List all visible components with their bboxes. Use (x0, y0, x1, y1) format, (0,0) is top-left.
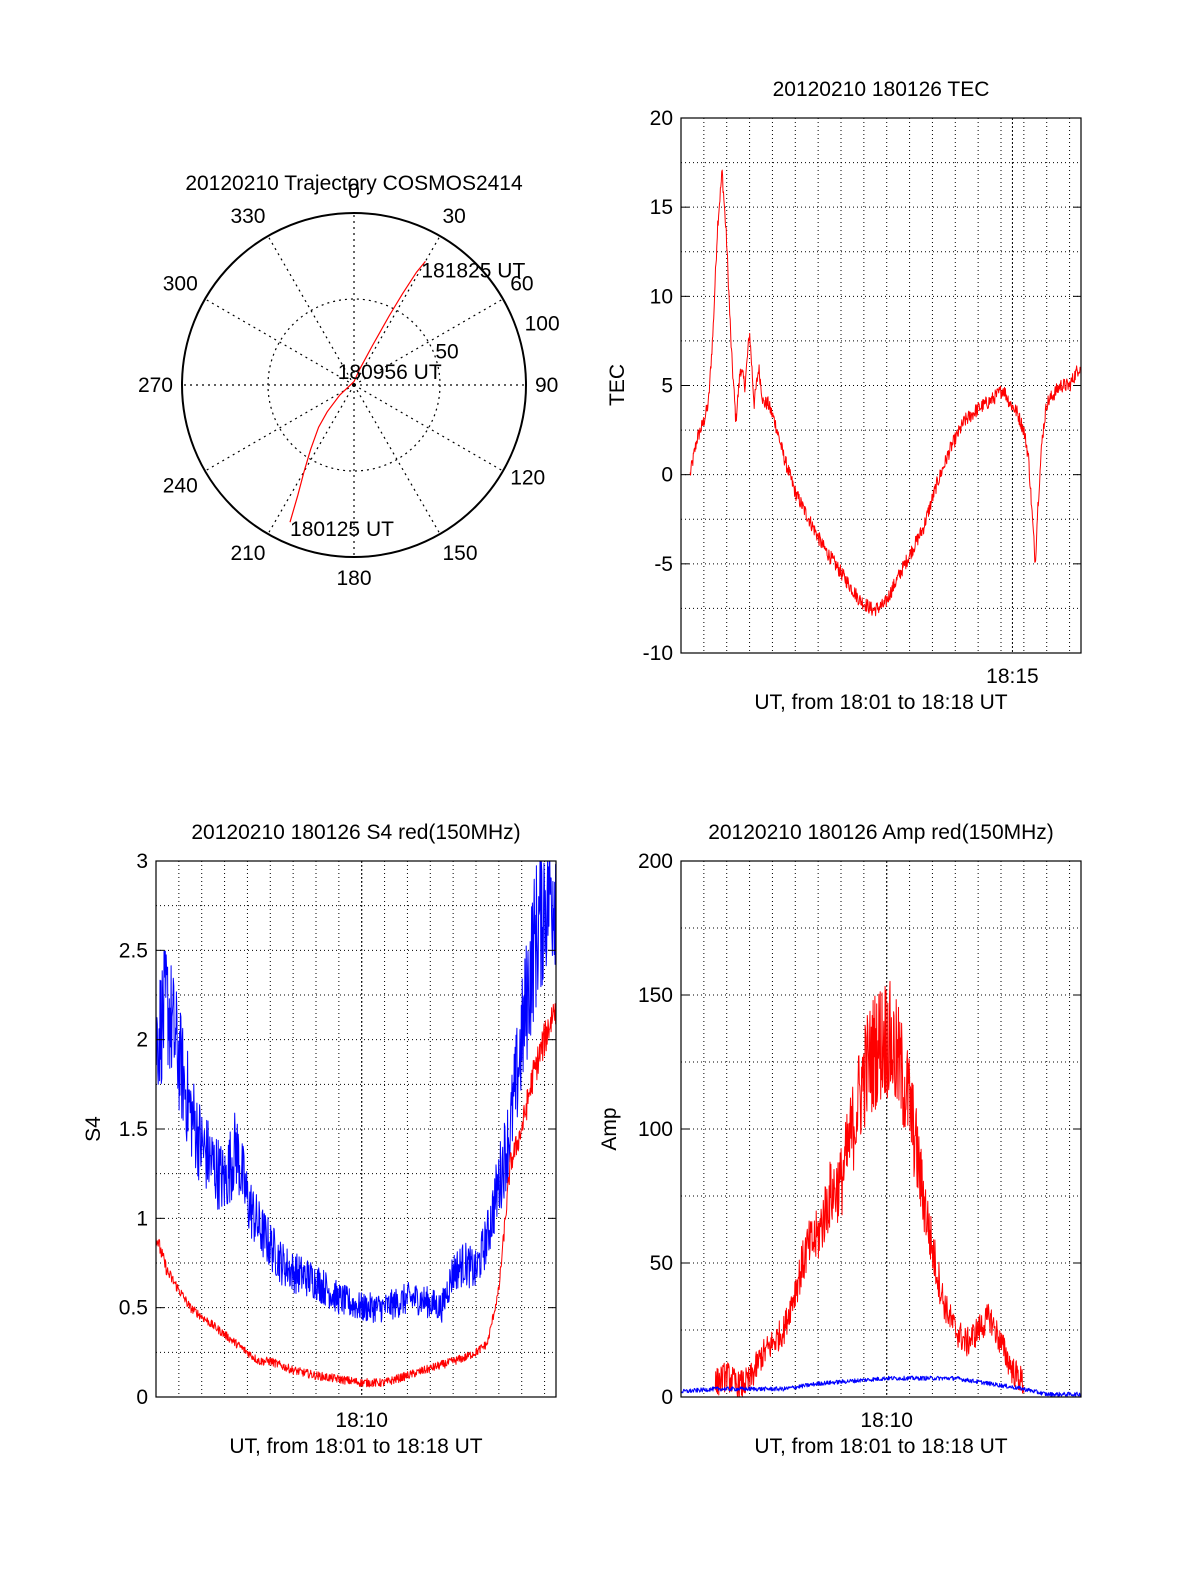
polar-annotation-2: 180125 UT (290, 518, 394, 541)
polar-spoke (353, 384, 441, 535)
s4-ytick-label: 0 (136, 1386, 148, 1409)
polar-spoke (353, 235, 441, 386)
polar-series (289, 261, 426, 523)
amp-grid (681, 861, 1081, 1397)
polar-spoke (204, 298, 355, 386)
amp-ytick-label: 100 (638, 1118, 673, 1141)
tec-grid (681, 118, 1081, 653)
amp-xlabel: UT, from 18:01 to 18:18 UT (754, 1435, 1007, 1458)
tec-series-0 (689, 169, 1082, 617)
polar-angle-label-330: 330 (230, 205, 265, 228)
polar-angle-label-30: 30 (443, 205, 466, 228)
polar-ring-50 (267, 298, 441, 472)
tec-series (689, 169, 1082, 617)
s4-ytick-label: 2 (136, 1029, 148, 1052)
polar-labels: 0 30 60 90 120 150 180 210 240 270 300 330 50 100 (138, 180, 560, 590)
polar-angle-label-180: 180 (336, 567, 371, 590)
tec-ytick-label: 20 (650, 107, 673, 130)
panel-tec: 20120210 180126 TEC 18:15 -10 -5 0 5 10 15 20 T… (606, 78, 1082, 714)
polar-angle-label-270: 270 (138, 374, 173, 397)
tec-ytick-label: -10 (643, 642, 673, 665)
amp-title: 20120210 180126 Amp red(150MHz) (708, 821, 1054, 844)
polar-trajectory-line-0 (289, 261, 426, 523)
polar-radial-label-100: 100 (525, 312, 560, 335)
polar-spoke (204, 384, 355, 472)
s4-ytick-label: 1 (136, 1207, 148, 1230)
s4-ytick-label: 3 (136, 850, 148, 873)
s4-xlabel: UT, from 18:01 to 18:18 UT (229, 1435, 482, 1458)
polar-angle-label-150: 150 (443, 542, 478, 565)
polar-angle-label-60: 60 (510, 273, 533, 296)
amp-ytick-label: 150 (638, 984, 673, 1007)
tec-ytick-label: 15 (650, 196, 673, 219)
s4-series-1 (155, 1003, 557, 1388)
s4-ylabel: S4 (82, 1116, 105, 1142)
panel-amp: 20120210 180126 Amp red(150MHz) 18:10 0 50… (598, 821, 1082, 1458)
polar-angle-label-120: 120 (510, 467, 545, 490)
s4-series-0 (155, 860, 557, 1323)
amp-ytick-label: 50 (650, 1252, 673, 1275)
amp-series-0 (714, 980, 1025, 1398)
amp-ylabel: Amp (598, 1107, 621, 1150)
s4-title: 20120210 180126 S4 red(150MHz) (191, 821, 520, 844)
s4-ticks: 18:10 0 0.5 1 1.5 2 2.5 3 (119, 850, 556, 1432)
tec-xlabel: UT, from 18:01 to 18:18 UT (754, 691, 1007, 714)
polar-spoke (267, 384, 355, 535)
amp-series (680, 980, 1082, 1398)
polar-grid (182, 213, 526, 557)
tec-xtick-label: 18:15 (986, 665, 1039, 688)
polar-annotation-1: 180956 UT (338, 361, 442, 384)
amp-ytick-label: 0 (661, 1386, 673, 1409)
polar-spoke (267, 235, 355, 386)
tec-ytick-label: 10 (650, 285, 673, 308)
tec-ytick-label: 0 (661, 464, 673, 487)
polar-radial-label-50: 50 (435, 341, 458, 364)
panel-polar-trajectory: 20120210 Trajectory COSMOS2414 0 30 60 90 12… (138, 172, 560, 590)
s4-xtick-label: 18:10 (335, 1409, 388, 1432)
s4-ytick-label: 0.5 (119, 1297, 148, 1320)
amp-ticks: 18:10 0 50 100 150 200 (638, 850, 1081, 1432)
amp-ytick-label: 200 (638, 850, 673, 873)
polar-title: 20120210 Trajectory COSMOS2414 (185, 172, 523, 195)
s4-ytick-label: 1.5 (119, 1118, 148, 1141)
tec-ticks: 18:15 -10 -5 0 5 10 15 20 (643, 107, 1081, 688)
s4-ytick-label: 2.5 (119, 939, 148, 962)
polar-outer-circle (181, 212, 527, 558)
polar-angle-label-0: 0 (348, 180, 360, 203)
polar-spoke (353, 298, 504, 386)
polar-spoke (353, 384, 504, 472)
s4-series (155, 860, 557, 1388)
tec-ytick-label: -5 (654, 553, 673, 576)
polar-angle-label-300: 300 (163, 273, 198, 296)
tec-ytick-label: 5 (661, 375, 673, 398)
polar-annotations: 181825 UT 180956 UT 180125 UT (290, 259, 525, 541)
polar-angle-label-90: 90 (535, 374, 558, 397)
tec-title: 20120210 180126 TEC (773, 78, 990, 101)
panel-s4: 20120210 180126 S4 red(150MHz) 18:10 0 0.5… (82, 821, 557, 1458)
polar-angle-label-210: 210 (230, 542, 265, 565)
amp-series-1 (680, 1375, 1082, 1397)
polar-annotation-0: 181825 UT (421, 259, 525, 282)
amp-xtick-label: 18:10 (860, 1409, 913, 1432)
tec-ylabel: TEC (606, 364, 629, 406)
polar-angle-label-240: 240 (163, 475, 198, 498)
